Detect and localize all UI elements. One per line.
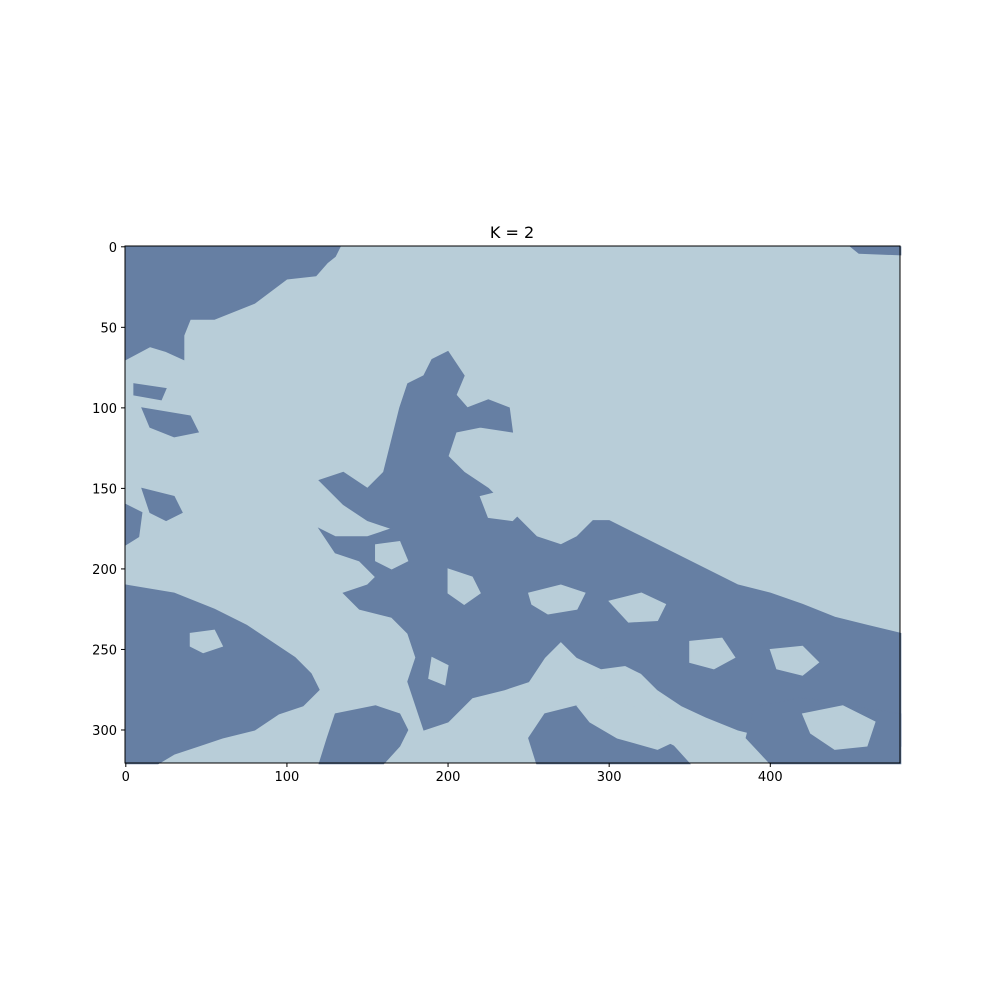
y-axis: 0 50 100 150 200 250 300: [92, 241, 125, 739]
cluster-0-region-8: [189, 629, 224, 654]
y-tick-label: 100: [92, 402, 117, 417]
cluster-1-region-1: [849, 246, 902, 256]
cluster-0-region-7: [428, 656, 449, 686]
cluster-1-region-8: [141, 487, 183, 522]
cluster-1-region-9: [133, 383, 167, 401]
y-tick-label: 0: [109, 241, 117, 256]
x-tick-label: 100: [275, 770, 300, 785]
cluster-0-region-9: [479, 487, 530, 522]
y-tick-label: 300: [92, 724, 117, 739]
cluster-1-region-3: [125, 584, 320, 765]
y-tick-label: 200: [92, 563, 117, 578]
cluster-1-region-7: [125, 503, 143, 546]
cluster-0-regions: [189, 487, 876, 750]
cluster-0-region-3: [689, 637, 736, 670]
chart-title: K = 2: [490, 223, 534, 242]
heatmap-plot-area: [125, 246, 902, 765]
cluster-0-region-5: [576, 697, 683, 750]
axes-frame: [124, 245, 901, 764]
x-tick-label: 0: [122, 770, 130, 785]
cluster-0-region-10: [375, 540, 409, 570]
x-axis: 0 100 200 300 400: [122, 763, 783, 785]
cluster-1-region-4: [318, 705, 409, 765]
y-tick-label: 50: [100, 321, 117, 336]
y-tick-label: 150: [92, 482, 117, 497]
cluster-1-region-10: [141, 407, 200, 438]
y-tick-label: 250: [92, 643, 117, 658]
x-tick-label: 300: [597, 770, 622, 785]
cluster-1-region-0: [125, 246, 341, 361]
cluster-0-region-2: [608, 592, 667, 623]
cluster-0-region-4: [769, 645, 820, 676]
x-tick-label: 200: [436, 770, 461, 785]
cluster-0-region-1: [527, 584, 586, 615]
x-tick-label: 400: [758, 770, 783, 785]
cluster-0-region-6: [801, 705, 876, 750]
cluster-0-region-0: [447, 568, 481, 605]
